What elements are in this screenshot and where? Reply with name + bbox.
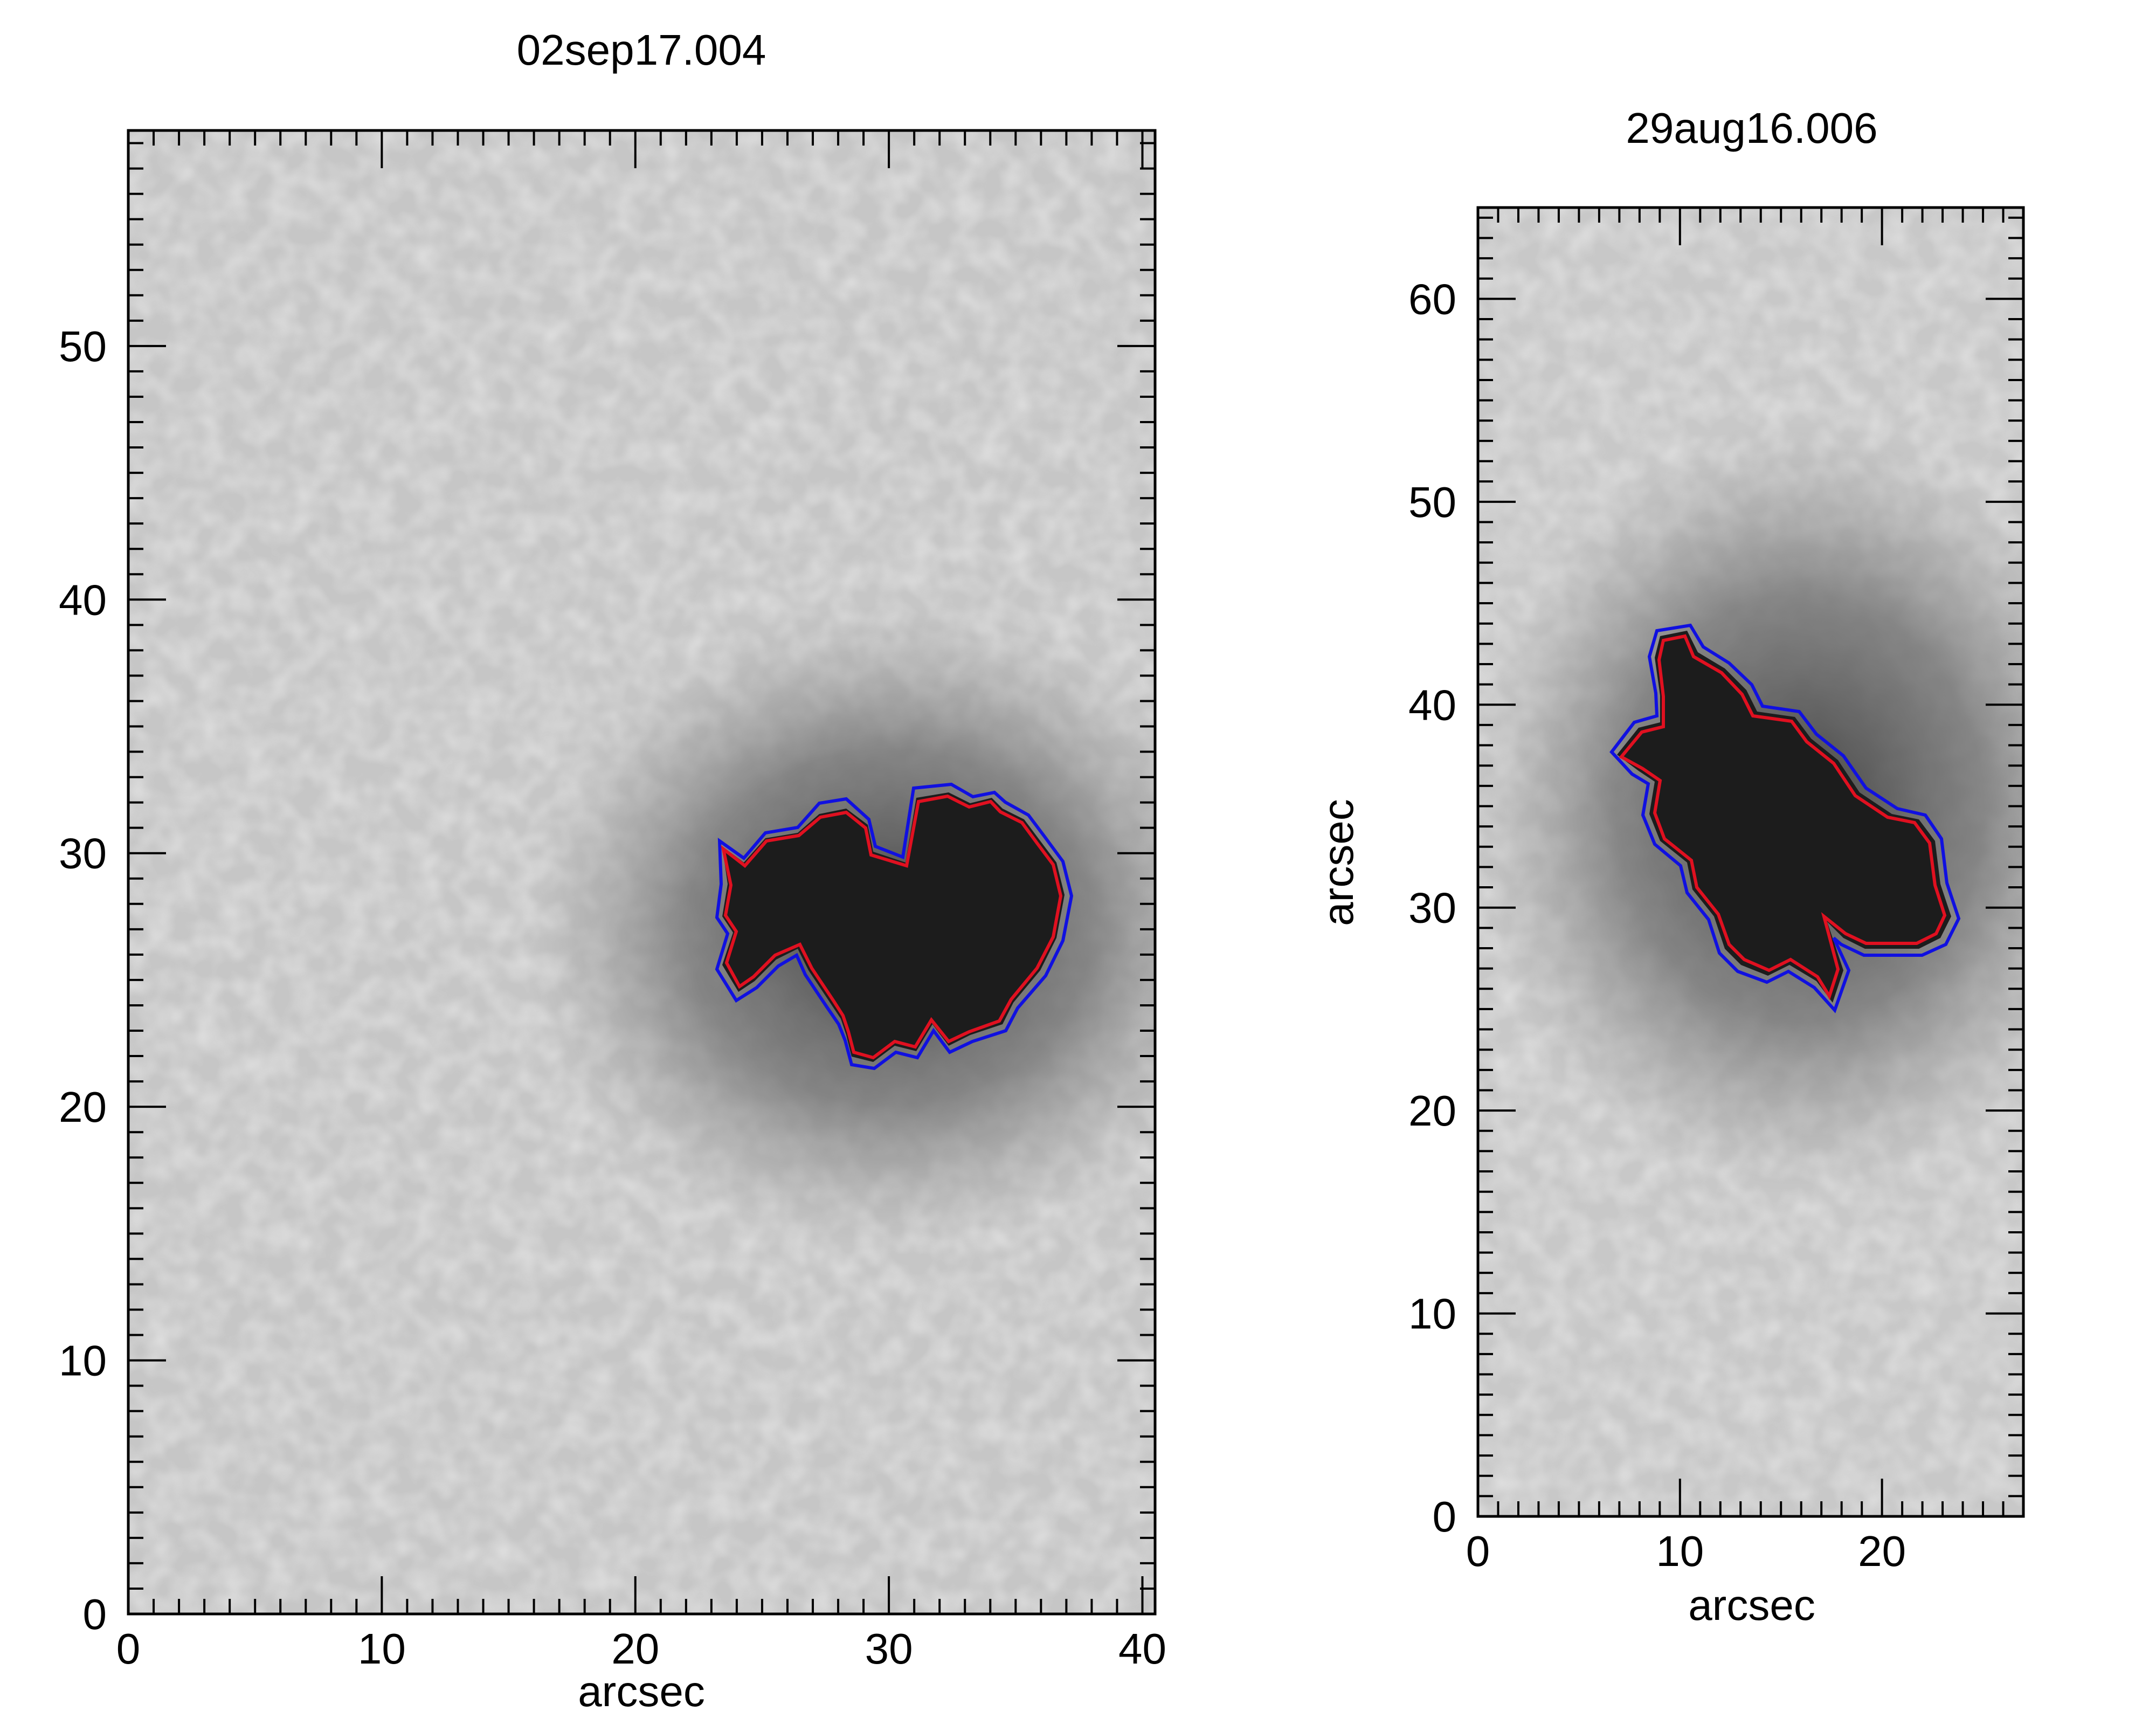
y-tick-label-right: 50 [1408,478,1456,526]
y-tick-label-right: 10 [1408,1290,1456,1338]
y-tick-label-left: 30 [59,830,107,878]
umbra-right [1617,631,1951,1003]
y-tick-label-left: 20 [59,1083,107,1131]
x-tick-label-left: 0 [116,1625,141,1673]
x-tick-label-left: 30 [865,1625,913,1673]
y-tick-label-right: 20 [1408,1087,1456,1135]
umbra-boundary-outer-left [715,782,1074,1071]
panel-title-left: 02sep17.004 [517,26,766,74]
plot-frame-right [1476,206,2025,1518]
ticks-right [1477,208,2024,1517]
umbra-boundary-inner-left [721,794,1063,1060]
umbra-left [722,792,1065,1062]
y-tick-label-left: 0 [83,1590,107,1638]
x-tick-label-left: 40 [1118,1625,1166,1673]
panel-right: 0 10 20 0 10 20 30 40 50 60 29aug16.006 arcsec ar… [1314,104,2025,1629]
x-tick-label-right: 20 [1858,1527,1906,1575]
x-tick-label-left: 10 [358,1625,406,1673]
y-tick-label-right: 0 [1433,1493,1457,1541]
y-tick-label-right: 40 [1408,681,1456,729]
y-tick-label-right: 30 [1408,884,1456,932]
y-tick-label-left: 40 [59,576,107,624]
umbra-boundary-outer-right [1609,623,1961,1013]
x-axis-label-left: arcsec [578,1667,705,1715]
y-axis-label-right: arcsec [1314,799,1362,926]
solar-image-right [1478,208,2023,1516]
y-tick-label-right: 60 [1408,275,1456,323]
y-tick-label-left: 10 [59,1337,107,1385]
plot-frame-left [127,129,1157,1616]
solar-image-left [128,130,1155,1614]
y-tick-label-left: 50 [59,322,107,370]
tick-labels-right: 0 10 20 0 10 20 30 40 50 60 [1408,275,1906,1575]
x-axis-label-right: arcsec [1688,1581,1815,1629]
panel-title-right: 29aug16.006 [1626,104,1877,152]
umbra-boundary-inner-right [1619,634,1947,1000]
tick-labels-left: 0 10 20 30 40 0 10 20 30 40 50 [59,322,1166,1673]
panel-left: 0 10 20 30 40 0 10 20 30 40 50 02sep17.004 arcsec [59,26,1166,1715]
x-tick-label-right: 10 [1656,1527,1704,1575]
x-tick-label-left: 20 [611,1625,659,1673]
ticks-left [127,130,1155,1615]
x-tick-label-right: 0 [1466,1527,1490,1575]
